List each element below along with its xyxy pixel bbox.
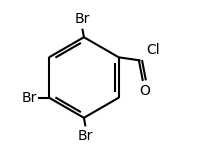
- Text: Br: Br: [77, 129, 93, 143]
- Text: Br: Br: [21, 91, 37, 105]
- Text: Br: Br: [74, 12, 90, 26]
- Text: Cl: Cl: [146, 43, 160, 57]
- Text: O: O: [139, 84, 150, 98]
